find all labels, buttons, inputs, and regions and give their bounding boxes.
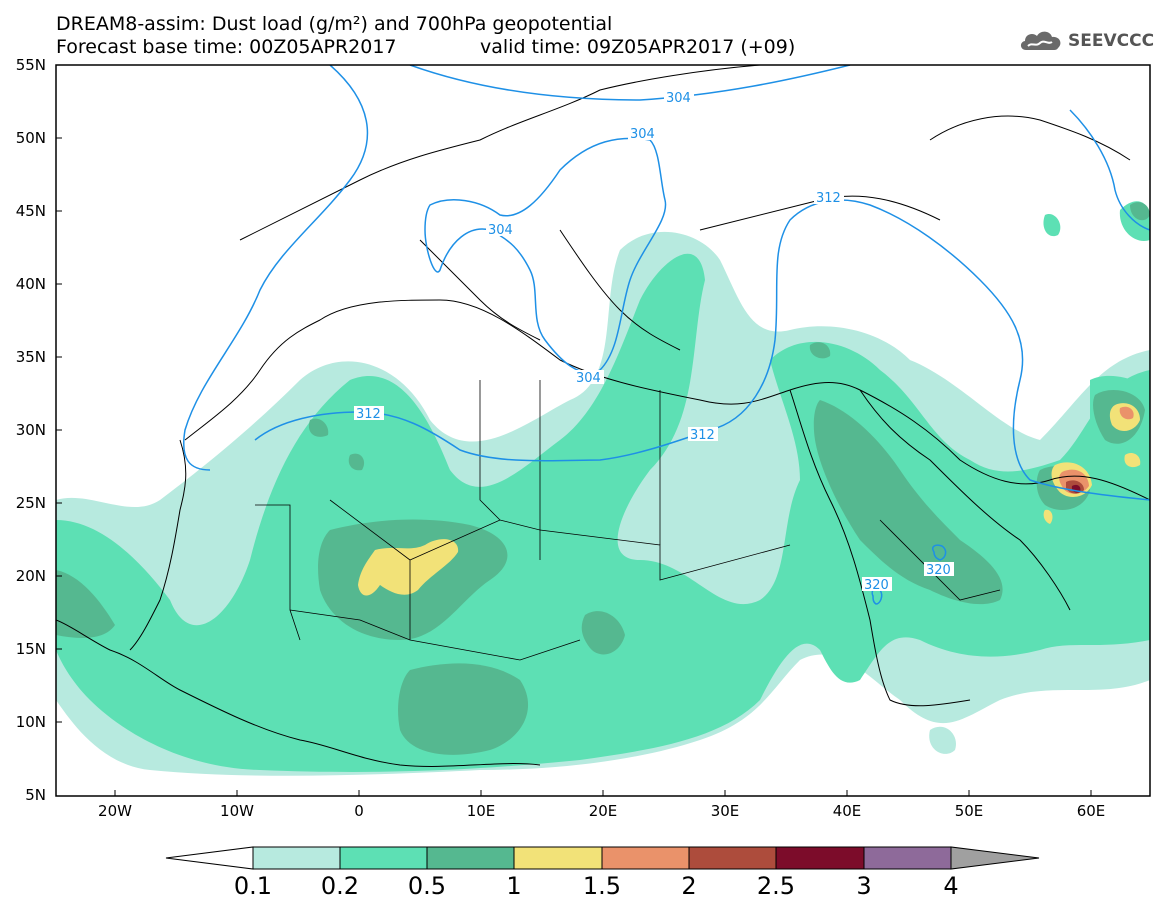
map-title: DREAM8-assim: Dust load (g/m²) and 700hP…: [56, 13, 613, 35]
contour-label: 304: [666, 91, 691, 106]
contour-label: 312: [356, 407, 381, 422]
lon-label: 50E: [954, 802, 984, 820]
lat-label: 55N: [15, 56, 46, 74]
lat-label: 30N: [15, 421, 46, 439]
lon-label: 30E: [710, 802, 740, 820]
colorbar-label: 3: [856, 872, 872, 900]
logo-text: SEEVCCC: [1068, 31, 1155, 51]
colorbar-segment: [339, 846, 428, 870]
colorbar-label: 4: [943, 872, 959, 900]
contour-label: 304: [576, 371, 601, 386]
contour-label: 312: [690, 428, 715, 443]
colorbar-segment: [688, 846, 777, 870]
colorbar-under-triangle: [165, 846, 254, 870]
lon-label: 0: [354, 802, 364, 820]
lon-label: 20E: [588, 802, 618, 820]
contour-labels: 304 304 304 304 312 312 312 320 320: [354, 90, 954, 593]
lon-label: 10E: [466, 802, 496, 820]
colorbar: [165, 846, 1040, 870]
colorbar-label: 0.5: [407, 872, 447, 900]
valid-time: valid time: 09Z05APR2017 (+09): [480, 36, 796, 58]
lat-label: 20N: [15, 567, 46, 585]
cloud-icon: [1020, 31, 1061, 50]
colorbar-segment: [513, 846, 603, 870]
colorbar-segment: [426, 846, 515, 870]
borders: [255, 380, 1001, 661]
dust-layer-0.5: [56, 202, 1150, 755]
contour-label: 312: [816, 191, 841, 206]
colorbar-label: 2: [681, 872, 697, 900]
colorbar-over-triangle: [950, 846, 1040, 870]
colorbar-label: 2.5: [756, 872, 796, 900]
colorbar-segment: [775, 846, 865, 870]
contour-label: 320: [864, 578, 889, 593]
colorbar-segment: [863, 846, 952, 870]
colorbar-label: 0.2: [320, 872, 360, 900]
seevccc-logo: SEEVCCC: [1018, 28, 1154, 54]
colorbar-label: 1: [506, 872, 522, 900]
lat-label: 40N: [15, 275, 46, 293]
coastlines: [56, 65, 1150, 767]
lat-label: 5N: [25, 786, 46, 804]
colorbar-segment: [252, 846, 341, 870]
lat-label: 25N: [15, 494, 46, 512]
lon-label: 10W: [220, 802, 254, 820]
lon-label: 40E: [832, 802, 862, 820]
lat-label: 45N: [15, 202, 46, 220]
geopotential-contours: [183, 65, 1150, 605]
lon-label: 60E: [1076, 802, 1106, 820]
contour-label: 304: [630, 127, 655, 142]
colorbar-label: 0.1: [233, 872, 273, 900]
contour-label: 320: [926, 563, 951, 578]
lat-label: 10N: [15, 713, 46, 731]
lon-label: 20W: [98, 802, 132, 820]
colorbar-label: 1.5: [582, 872, 622, 900]
forecast-base-time: Forecast base time: 00Z05APR2017: [56, 36, 397, 58]
lat-label: 50N: [15, 129, 46, 147]
axis-ticks: [56, 64, 1092, 796]
colorbar-segment: [601, 846, 690, 870]
lat-label: 35N: [15, 348, 46, 366]
lat-label: 15N: [15, 640, 46, 658]
contour-label: 304: [488, 223, 513, 238]
